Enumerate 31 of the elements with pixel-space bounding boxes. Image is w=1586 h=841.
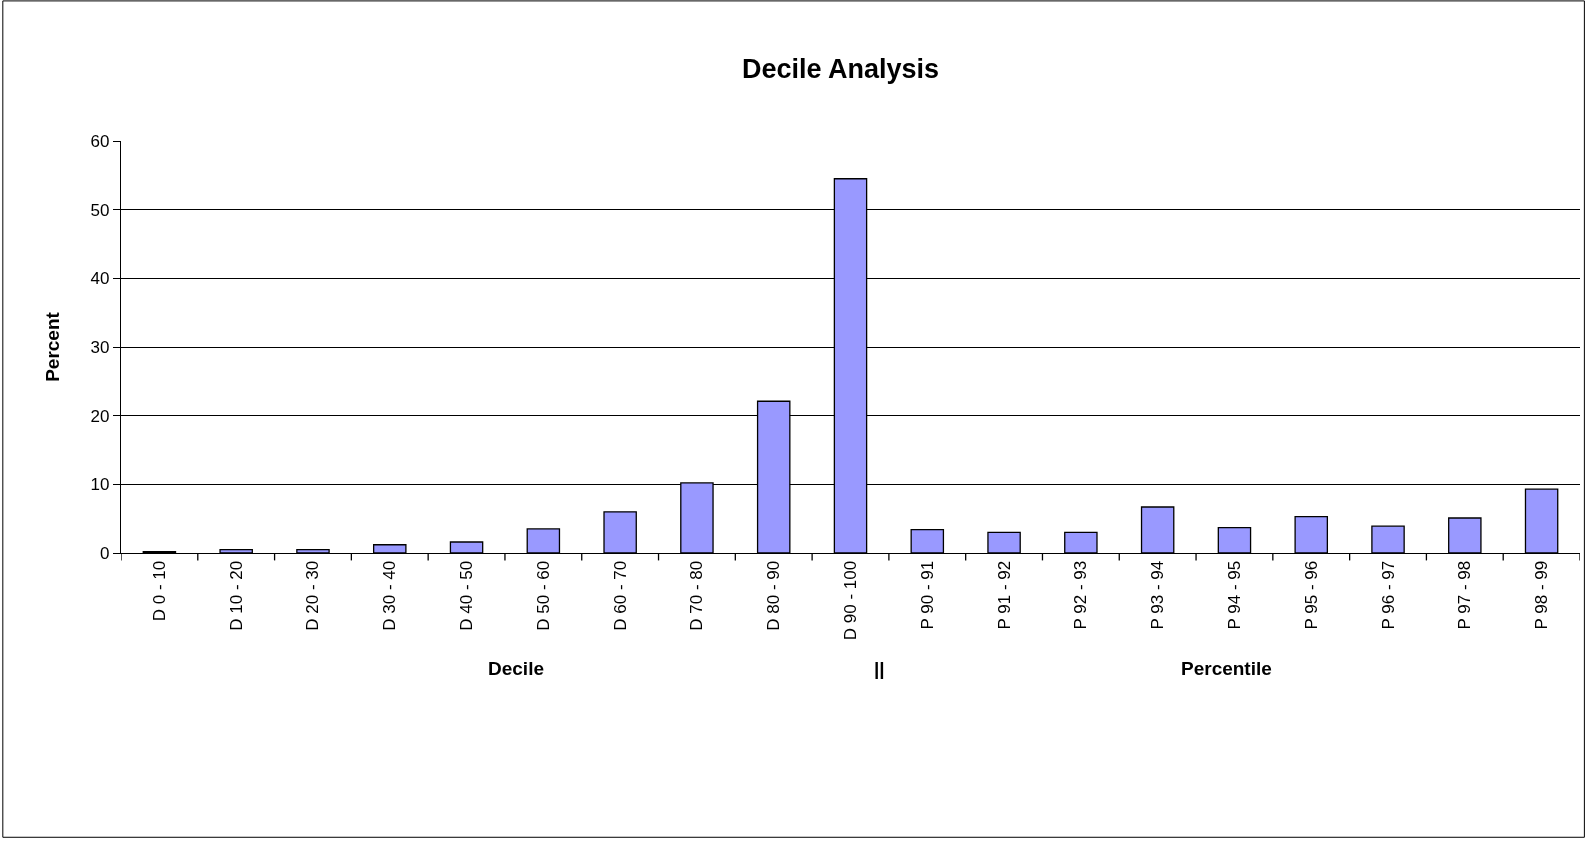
x-tick-label: D 50 - 60 xyxy=(533,560,553,631)
y-tick-label: 10 xyxy=(90,475,110,495)
x-tick-label: P 98 - 99 xyxy=(1532,560,1552,630)
x-tick-label: P 92 - 93 xyxy=(1071,560,1091,630)
x-tick-label: D 40 - 50 xyxy=(457,560,477,631)
y-axis-title: Percent xyxy=(42,311,64,382)
x-tick-label: P 96 - 97 xyxy=(1378,560,1398,630)
text: Percentile xyxy=(1181,658,1272,679)
y-tick-label: 40 xyxy=(90,269,110,289)
x-tick-label: D 0 - 10 xyxy=(149,560,169,622)
y-tick-label: 0 xyxy=(99,543,110,563)
x-tick-label: D 20 - 30 xyxy=(303,560,323,631)
y-tick-label: 30 xyxy=(90,337,110,357)
x-tick-label: D 30 - 40 xyxy=(380,560,400,631)
x-tick-label: P 91 - 92 xyxy=(994,560,1014,630)
text: || xyxy=(874,658,885,679)
x-tick-label: P 95 - 96 xyxy=(1301,560,1321,630)
text: Decile xyxy=(488,658,544,679)
x-tick-label: P 94 - 95 xyxy=(1224,560,1244,630)
x-tick-label: D 60 - 70 xyxy=(610,560,630,631)
x-tick-label: P 90 - 91 xyxy=(917,560,937,630)
x-tick-label: D 80 - 90 xyxy=(764,560,784,631)
x-tick-label: D 70 - 80 xyxy=(687,560,707,631)
y-tick-label: 60 xyxy=(90,131,110,151)
y-tick-label: 50 xyxy=(90,200,110,220)
y-tick-label: 20 xyxy=(90,406,110,426)
x-tick-label: P 97 - 98 xyxy=(1455,560,1475,630)
x-tick-label: P 93 - 94 xyxy=(1148,560,1168,630)
x-tick-label: D 90 - 100 xyxy=(841,560,861,641)
chart-title: Decile Analysis xyxy=(742,53,940,84)
x-tick-label: D 10 - 20 xyxy=(226,560,246,631)
